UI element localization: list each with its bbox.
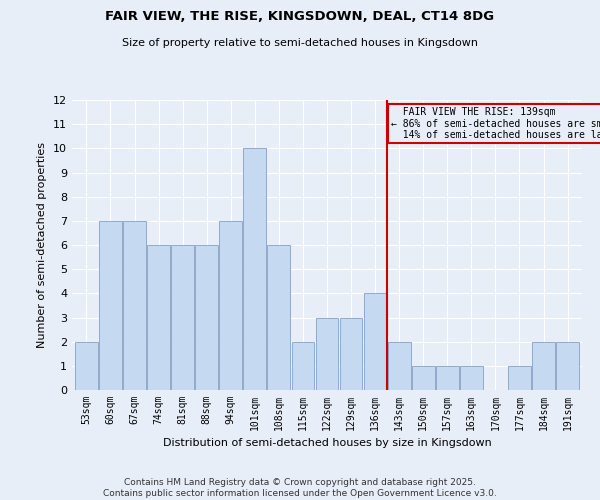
Bar: [268, 245, 290, 390]
Bar: [364, 294, 386, 390]
Bar: [75, 342, 98, 390]
Bar: [147, 245, 170, 390]
Bar: [195, 245, 218, 390]
Bar: [292, 342, 314, 390]
Bar: [99, 221, 122, 390]
Bar: [412, 366, 434, 390]
Bar: [220, 221, 242, 390]
X-axis label: Distribution of semi-detached houses by size in Kingsdown: Distribution of semi-detached houses by …: [163, 438, 491, 448]
Bar: [556, 342, 579, 390]
Y-axis label: Number of semi-detached properties: Number of semi-detached properties: [37, 142, 47, 348]
Bar: [171, 245, 194, 390]
Text: FAIR VIEW THE RISE: 139sqm  
← 86% of semi-detached houses are smaller (65)
  14: FAIR VIEW THE RISE: 139sqm ← 86% of semi…: [391, 108, 600, 140]
Bar: [388, 342, 410, 390]
Text: FAIR VIEW, THE RISE, KINGSDOWN, DEAL, CT14 8DG: FAIR VIEW, THE RISE, KINGSDOWN, DEAL, CT…: [106, 10, 494, 23]
Text: Size of property relative to semi-detached houses in Kingsdown: Size of property relative to semi-detach…: [122, 38, 478, 48]
Bar: [316, 318, 338, 390]
Bar: [532, 342, 555, 390]
Bar: [244, 148, 266, 390]
Bar: [340, 318, 362, 390]
Bar: [508, 366, 531, 390]
Bar: [460, 366, 483, 390]
Bar: [123, 221, 146, 390]
Bar: [436, 366, 459, 390]
Text: Contains HM Land Registry data © Crown copyright and database right 2025.
Contai: Contains HM Land Registry data © Crown c…: [103, 478, 497, 498]
